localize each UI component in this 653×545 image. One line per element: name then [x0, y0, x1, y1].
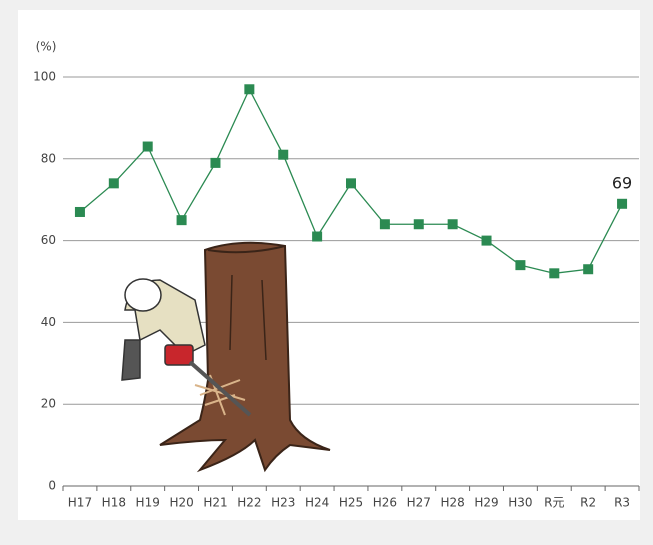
marker: [244, 84, 255, 95]
marker: [617, 198, 628, 209]
y-tick-label: 100: [33, 70, 56, 84]
x-tick-label: H23: [271, 496, 295, 510]
marker: [481, 235, 492, 246]
x-tick-label: R2: [580, 496, 596, 510]
marker: [108, 178, 119, 189]
x-tick-label: H24: [305, 496, 329, 510]
x-tick-label: H29: [474, 496, 498, 510]
marker: [515, 260, 526, 271]
x-tick-label: H22: [237, 496, 261, 510]
marker: [379, 219, 390, 230]
x-tick-label: H19: [136, 496, 160, 510]
marker: [583, 264, 594, 275]
x-tick-label: H20: [169, 496, 193, 510]
y-tick-label: 40: [41, 315, 56, 329]
marker: [346, 178, 356, 189]
y-tick-label: 0: [48, 479, 56, 493]
marker: [210, 157, 221, 168]
x-tick-label: H26: [373, 496, 397, 510]
marker: [278, 149, 289, 160]
y-tick-label: 20: [41, 397, 56, 411]
marker: [312, 231, 323, 242]
x-tick-label: H17: [68, 496, 92, 510]
x-tick-label: H25: [339, 496, 363, 510]
x-tick-label: H27: [407, 496, 431, 510]
x-tick-label: H18: [102, 496, 126, 510]
marker: [74, 206, 85, 217]
illustration: [121, 241, 331, 473]
marker: [413, 219, 424, 230]
x-tick-label: H21: [203, 496, 227, 510]
marker: [549, 268, 560, 279]
panel: [18, 10, 640, 520]
y-tick-label: 60: [41, 233, 56, 247]
data-label: 69: [612, 173, 632, 192]
y-axis-label: (%): [36, 40, 57, 54]
y-tick-label: 80: [41, 151, 56, 165]
marker: [142, 141, 153, 152]
marker: [447, 219, 458, 230]
marker: [176, 215, 187, 226]
x-tick-label: H30: [508, 496, 532, 510]
x-tick-label: H28: [440, 496, 464, 510]
x-tick-label: R3: [614, 496, 630, 510]
x-tick-label: R元: [544, 496, 564, 510]
